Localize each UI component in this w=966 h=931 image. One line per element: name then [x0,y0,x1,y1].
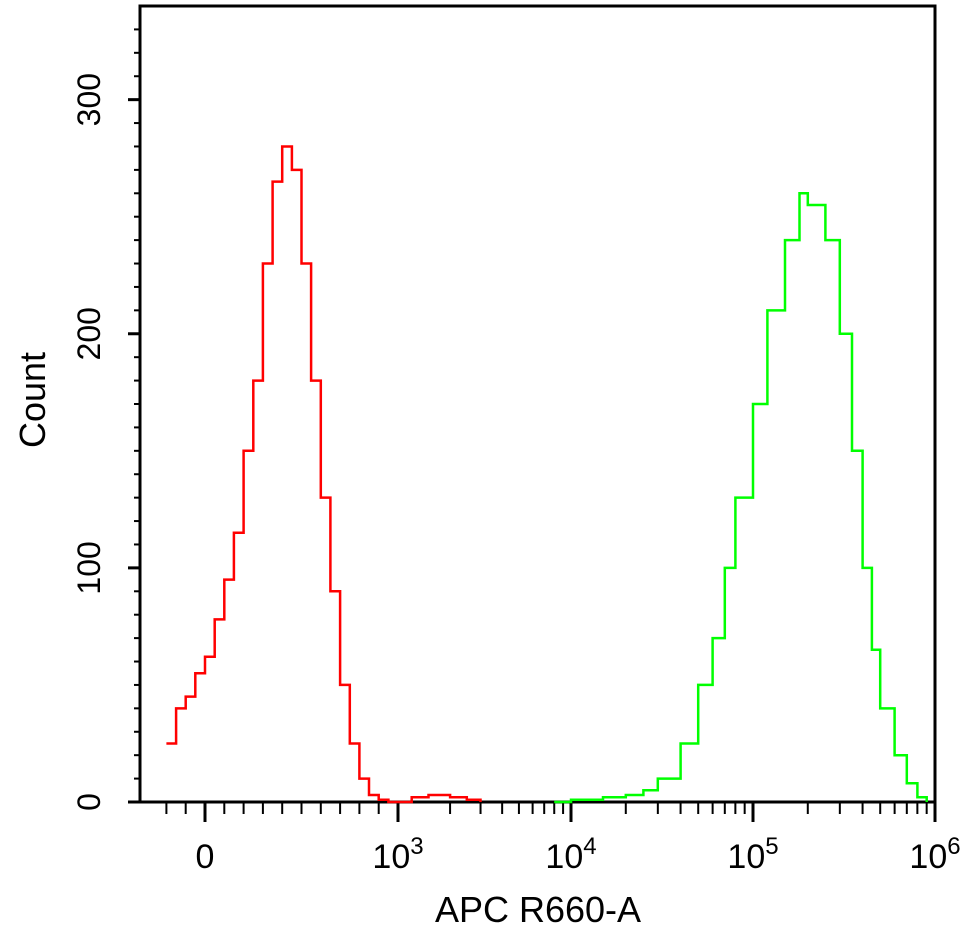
y-tick-label: 300 [71,73,107,126]
series-line-1 [554,192,928,804]
x-tick-label: 0 [196,838,215,876]
histogram-series [166,145,928,804]
x-tick-label: 104 [545,833,596,876]
x-axis-ticks: 0 103 104 105 106 [165,802,961,876]
y-tick-label: 0 [71,793,107,811]
y-tick-label: 200 [71,307,107,360]
plot-area [138,4,937,804]
series-line-0 [166,145,482,804]
x-tick-label: 103 [372,833,423,876]
y-axis-ticks: 0 100 200 300 [71,28,140,811]
x-tick-label: 105 [727,833,778,876]
x-axis-label: APC R660-A [435,889,641,930]
x-tick-label: 106 [909,833,960,876]
y-tick-label: 100 [71,541,107,594]
y-axis-label: Count [12,352,53,448]
